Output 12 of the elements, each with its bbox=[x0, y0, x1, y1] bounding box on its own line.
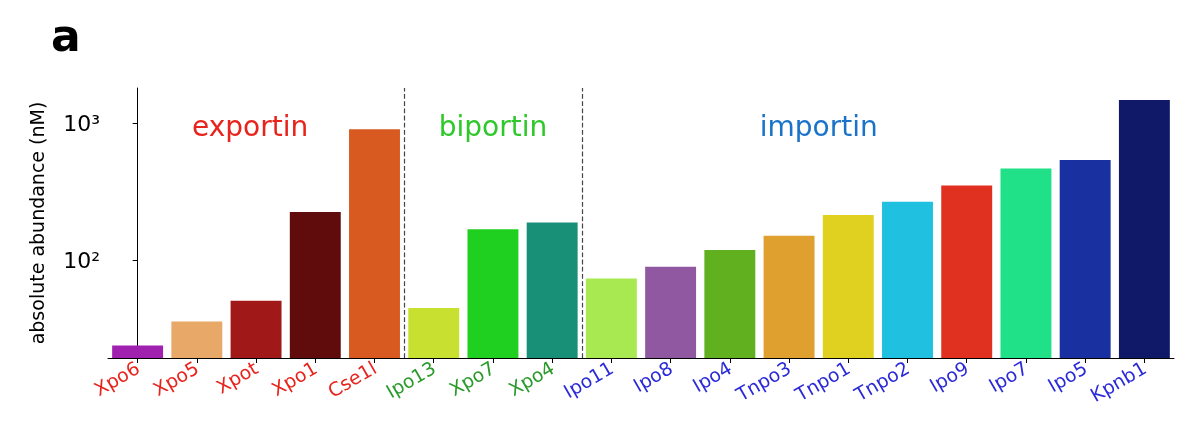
x-tick-label: Ipo9 bbox=[925, 356, 973, 397]
y-axis-title: absolute abundance (nM) bbox=[25, 101, 48, 345]
chart-title: a bbox=[51, 9, 81, 61]
annotation: importin bbox=[759, 109, 878, 143]
y-tick-label: 10² bbox=[63, 247, 100, 273]
annotation: biportin bbox=[438, 109, 548, 143]
annotation: exportin bbox=[192, 109, 309, 143]
x-tick-label: Xpot bbox=[212, 356, 262, 398]
x-tick-label: Ipo8 bbox=[629, 356, 677, 397]
x-tick-label: Ipo7 bbox=[984, 356, 1032, 397]
x-tick-label: Ipo5 bbox=[1043, 356, 1091, 397]
y-tick-label: 10³ bbox=[63, 110, 100, 136]
